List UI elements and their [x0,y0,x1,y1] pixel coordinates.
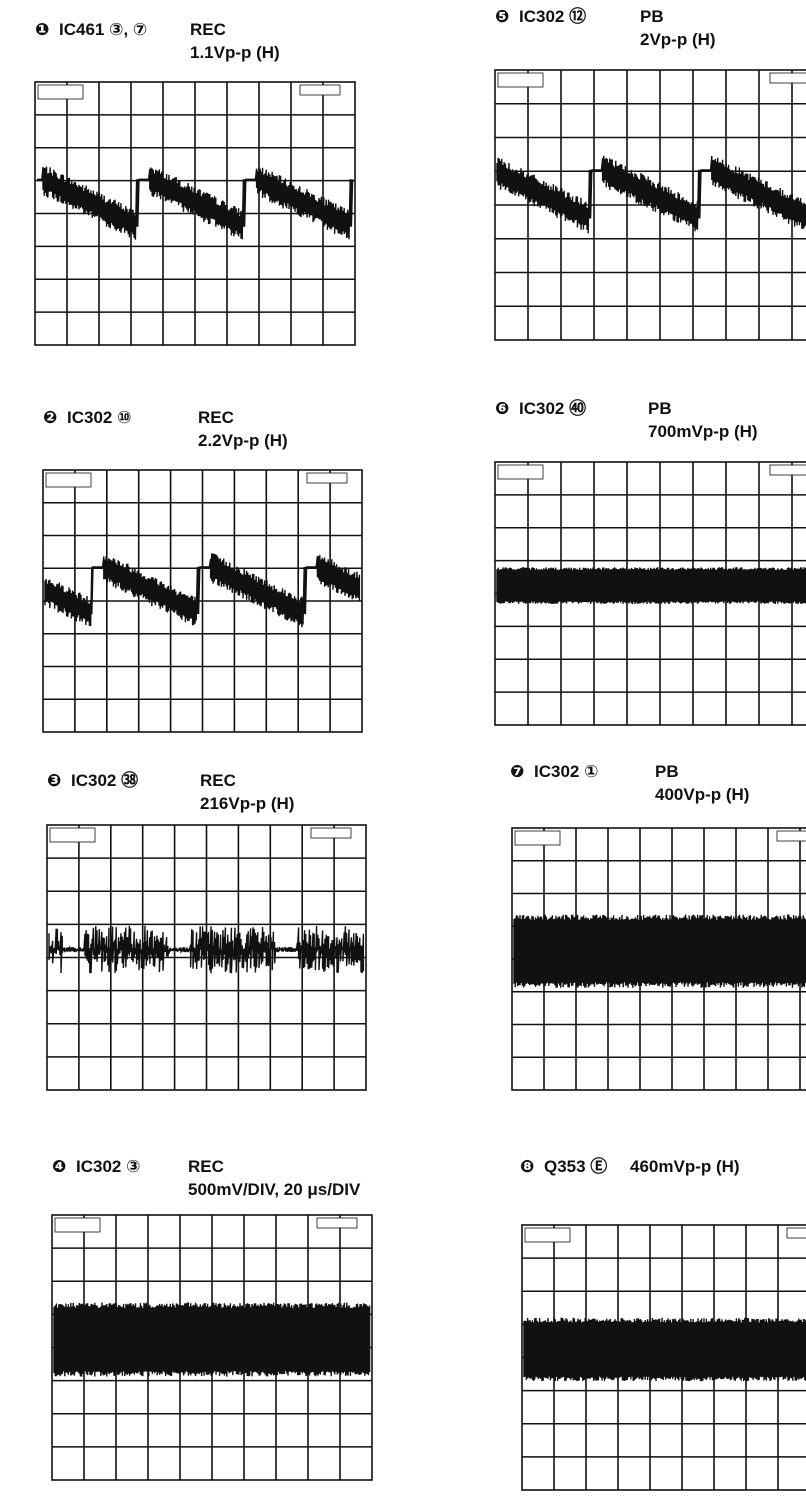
waveform [48,925,365,974]
panel-level: 216Vp-p (H) [200,794,294,813]
panel-marker: ❼ [510,762,524,781]
panel-marker: ❶ [35,20,49,39]
scope-info [37,84,84,100]
scope-panel: ❹ IC302 ③ REC 500mV/DIV, 20 μs/DIV [51,1157,373,1481]
scope-info [524,1227,571,1243]
panel-location: IC461 ③, ⑦ [59,20,147,39]
scope-info [776,830,806,842]
waveform [513,914,806,988]
waveform [53,1302,371,1377]
scope-info [769,72,806,84]
waveform [37,166,354,240]
scope-info [497,464,544,480]
panel-marker: ❽ [520,1157,534,1176]
panel-level: 500mV/DIV, 20 μs/DIV [188,1180,361,1199]
scope-panel: ❶ IC461 ③, ⑦ REC 1.1Vp-p (H) [34,20,356,346]
panel-location: IC302 ⑫ [519,6,586,26]
scope-info [306,472,348,484]
panel-location: IC302 ① [534,762,598,781]
scope-info [786,1227,806,1239]
panel-marker: ❸ [47,771,61,790]
scope-info [45,472,92,488]
panel-marker: ❻ [495,399,509,418]
scope-info [299,84,341,96]
panel-level: 1.1Vp-p (H) [190,43,280,62]
scope-info [316,1217,358,1229]
scope-panel: ❼ IC302 ① PB 400Vp-p (H) [510,762,806,1091]
waveform [496,567,806,605]
scope-panel: ❺ IC302 ⑫ PB 2Vp-p (H) [494,6,806,341]
scope-info [54,1217,101,1233]
waveform [523,1317,806,1382]
panel-level: 2.2Vp-p (H) [198,431,288,450]
panel-mode: REC [198,408,234,427]
panel-level: 460mVp-p (H) [630,1157,740,1176]
scope-grid [495,70,806,340]
panel-level: 700mVp-p (H) [648,422,758,441]
scope-info [497,72,544,88]
panel-location: IC302 ③ [76,1157,140,1176]
panel-mode: REC [200,771,236,790]
scope-info [310,827,352,839]
scope-panel: ❻ IC302 ㊵ PB 700mVp-p (H) [494,398,806,726]
waveform [44,553,361,628]
panel-mode: REC [190,20,226,39]
waveform [496,155,806,234]
panel-marker: ❹ [52,1157,66,1176]
panel-level: 2Vp-p (H) [640,30,716,49]
scope-panel: ❷ IC302 ⑩ REC 2.2Vp-p (H) [42,408,363,733]
panel-mode: PB [655,762,679,781]
panel-location: IC302 ㊳ [71,770,138,790]
scope-info [49,827,96,843]
panel-location: Q353 Ⓔ [544,1156,607,1176]
panel-location: IC302 ㊵ [519,398,586,418]
panel-mode: REC [188,1157,224,1176]
panel-marker: ❷ [43,408,57,427]
panel-level: 400Vp-p (H) [655,785,749,804]
scope-panel: ❸ IC302 ㊳ REC 216Vp-p (H) [46,770,367,1091]
scope-panel: ❽ Q353 Ⓔ 460mVp-p (H) [520,1156,806,1491]
panel-mode: PB [640,7,664,26]
scope-info [514,830,561,846]
panel-location: IC302 ⑩ [67,408,131,427]
scope-info [769,464,806,476]
panel-mode: PB [648,399,672,418]
panel-marker: ❺ [495,7,509,26]
